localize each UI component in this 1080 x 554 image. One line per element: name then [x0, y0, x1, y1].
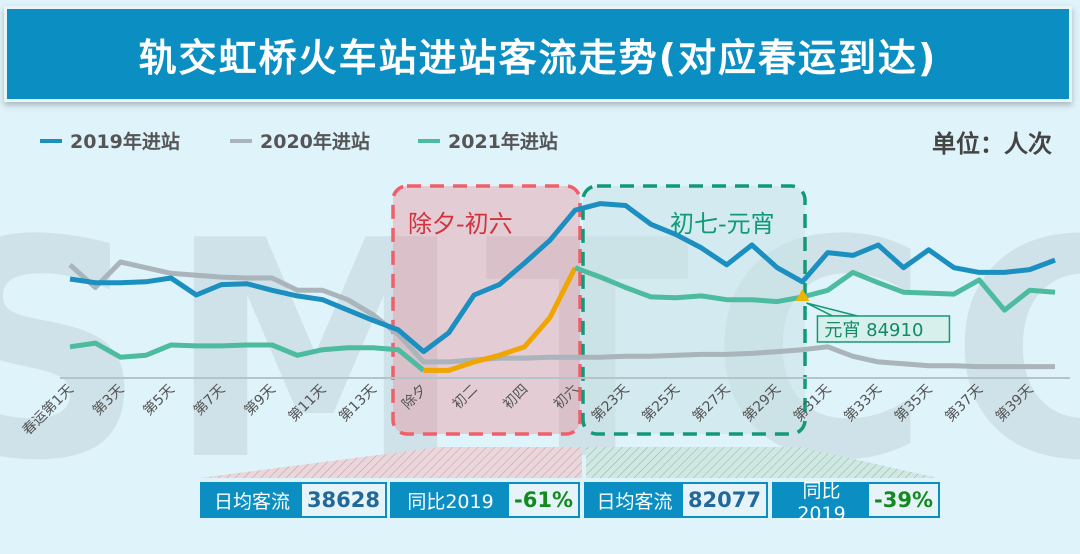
legend-label: 2019年进站	[70, 130, 180, 153]
region-label: 初七-元宵	[670, 210, 775, 238]
summary-label: 日均客流	[213, 490, 290, 513]
series-line-2021-after	[574, 265, 1056, 313]
annotation-box	[816, 315, 951, 343]
summary-label: 同比2019	[797, 479, 846, 525]
legend-label: 2021年进站	[448, 130, 558, 153]
region-hatch-right	[586, 447, 938, 478]
series-line-2021-festival	[423, 266, 578, 373]
chart-title: 轨交虹桥火车站进站客流走势(对应春运到达)	[138, 35, 938, 80]
summary-box: 同比2019 -61%	[390, 482, 580, 518]
legend-label: 2020年进站	[260, 130, 370, 153]
summary-box: 同比2019 -39%	[772, 480, 940, 525]
summary-label: 日均客流	[596, 490, 673, 513]
summary-label: 同比2019	[407, 490, 494, 513]
annotation-marker	[795, 288, 810, 301]
unit-label: 单位：人次	[932, 130, 1052, 158]
series-line-2021-before	[69, 340, 426, 373]
summary-box: 日均客流 38628	[200, 482, 387, 518]
title-bar: 轨交虹桥火车站进站客流走势(对应春运到达)	[4, 6, 1072, 102]
series-line-2019	[69, 201, 1056, 355]
series-line-2020	[68, 259, 1055, 370]
summary-box: 日均客流 82077	[584, 482, 768, 518]
region-hatch-left	[200, 447, 582, 478]
summary-value: -39%	[869, 484, 938, 516]
annotation-text: 元宵 84910	[824, 320, 923, 341]
summary-value: -61%	[509, 484, 578, 516]
summary-value: 82077	[682, 484, 766, 516]
region-label: 除夕-初六	[408, 210, 513, 238]
summary-value: 38628	[301, 484, 385, 516]
